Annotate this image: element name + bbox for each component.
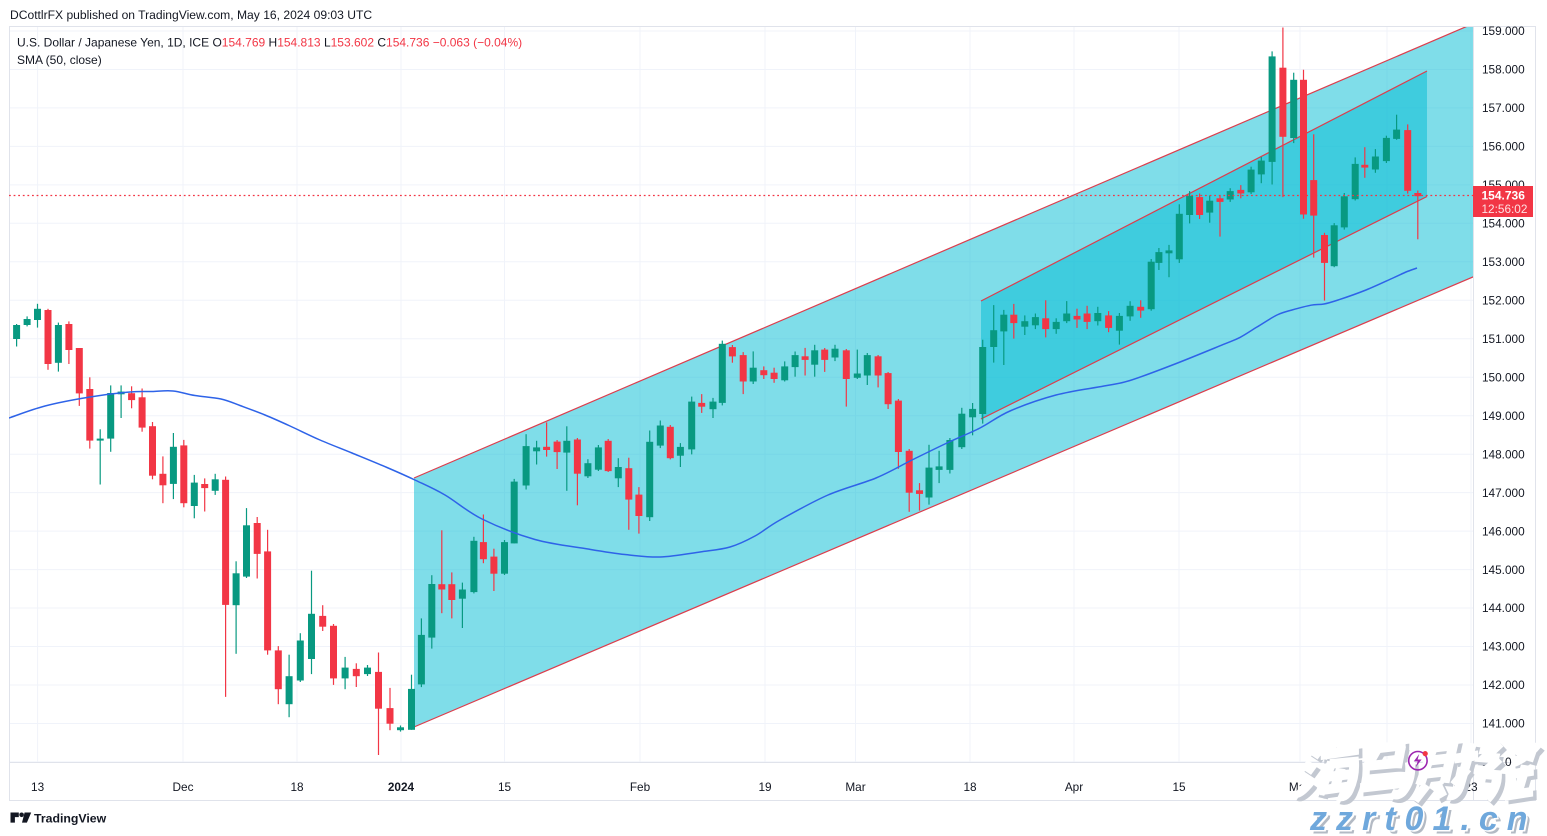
svg-text:141.000: 141.000 bbox=[1482, 717, 1525, 731]
svg-text:154.736: 154.736 bbox=[1482, 189, 1526, 203]
svg-text:U.S. Dollar / Japanese Yen, 1D: U.S. Dollar / Japanese Yen, 1D, ICE O154… bbox=[17, 36, 522, 50]
svg-text:2024: 2024 bbox=[388, 780, 415, 794]
svg-text:Feb: Feb bbox=[630, 780, 651, 794]
svg-text:143.000: 143.000 bbox=[1482, 640, 1525, 654]
svg-text:152.000: 152.000 bbox=[1482, 294, 1525, 308]
svg-text:13: 13 bbox=[31, 780, 45, 794]
svg-text:145.000: 145.000 bbox=[1482, 563, 1525, 577]
svg-text:153.000: 153.000 bbox=[1482, 255, 1525, 269]
svg-text:zzrt01.cn: zzrt01.cn bbox=[1309, 800, 1537, 836]
svg-text:151.000: 151.000 bbox=[1482, 332, 1525, 346]
svg-text:Mar: Mar bbox=[845, 780, 865, 794]
svg-text:18: 18 bbox=[290, 780, 304, 794]
svg-text:19: 19 bbox=[758, 780, 771, 794]
svg-text:154.000: 154.000 bbox=[1482, 217, 1525, 231]
svg-text:Dec: Dec bbox=[173, 780, 194, 794]
svg-text:148.000: 148.000 bbox=[1482, 447, 1525, 461]
svg-text:146.000: 146.000 bbox=[1482, 524, 1525, 538]
svg-text:TradingView: TradingView bbox=[34, 812, 107, 826]
svg-text:12:56:02: 12:56:02 bbox=[1482, 202, 1528, 216]
svg-text:156.000: 156.000 bbox=[1482, 140, 1525, 154]
svg-text:SMA (50, close): SMA (50, close) bbox=[17, 53, 102, 67]
svg-text:150.000: 150.000 bbox=[1482, 370, 1525, 384]
svg-text:144.000: 144.000 bbox=[1482, 601, 1525, 615]
svg-text:zzrt01.cn: zzrt01.cn bbox=[1313, 804, 1541, 836]
svg-text:zzrt01.cn: zzrt01.cn bbox=[1311, 802, 1539, 836]
svg-text:15: 15 bbox=[498, 780, 512, 794]
svg-text:158.000: 158.000 bbox=[1482, 63, 1525, 77]
svg-text:147.000: 147.000 bbox=[1482, 486, 1525, 500]
svg-text:149.000: 149.000 bbox=[1482, 409, 1525, 423]
svg-text:DCottlrFX published on Trading: DCottlrFX published on TradingView.com, … bbox=[10, 8, 372, 22]
svg-text:18: 18 bbox=[963, 780, 977, 794]
svg-text:15: 15 bbox=[1172, 780, 1186, 794]
svg-text:159.000: 159.000 bbox=[1482, 24, 1525, 38]
svg-text:142.000: 142.000 bbox=[1482, 678, 1525, 692]
svg-text:Apr: Apr bbox=[1065, 780, 1083, 794]
svg-text:157.000: 157.000 bbox=[1482, 101, 1525, 115]
